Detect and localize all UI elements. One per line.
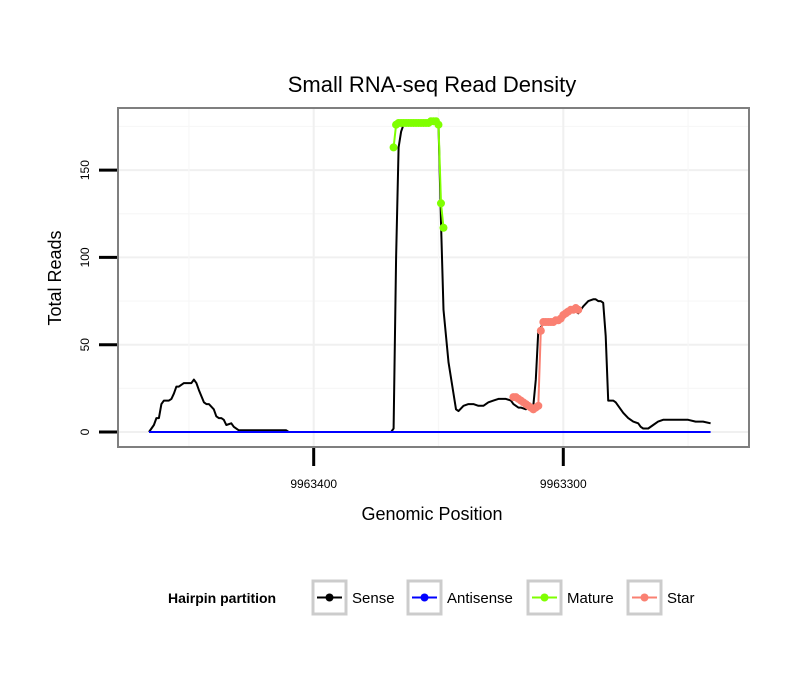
- y-axis: 0 50 100 150: [78, 160, 117, 435]
- x-axis-title: Genomic Position: [361, 504, 502, 524]
- series-star: [509, 304, 583, 414]
- legend-key-point: [540, 593, 549, 602]
- legend-item-antisense: Antisense: [406, 579, 513, 616]
- legend-key-point: [420, 593, 429, 602]
- legend-item-mature: Mature: [526, 579, 614, 616]
- data-point: [534, 401, 543, 410]
- chart-title: Small RNA-seq Read Density: [288, 72, 577, 97]
- legend-label: Sense: [352, 590, 395, 607]
- y-tick-label: 150: [78, 160, 92, 180]
- legend-label: Star: [667, 590, 695, 607]
- data-point: [439, 223, 448, 232]
- plot-panel: [117, 107, 750, 448]
- legend-title: Hairpin partition: [168, 590, 276, 606]
- data-point: [536, 326, 545, 335]
- series-line-sense: [148, 120, 711, 433]
- y-tick-label: 50: [78, 338, 92, 352]
- legend-item-sense: Sense: [311, 579, 395, 616]
- y-tick-label: 0: [78, 428, 92, 435]
- legend-label: Mature: [567, 590, 614, 607]
- legend: Hairpin partition Sense Antisense Mature St…: [168, 579, 695, 616]
- legend-key-point: [640, 593, 649, 602]
- legend-key-point: [325, 593, 334, 602]
- y-tick-label: 100: [78, 247, 92, 267]
- y-axis-title: Total Reads: [45, 230, 65, 325]
- series-mature: [389, 117, 448, 232]
- legend-label: Antisense: [447, 590, 513, 607]
- data-point: [389, 143, 398, 152]
- series-sense: [148, 120, 711, 433]
- x-axis: 9963400 9963300: [290, 448, 587, 491]
- data-point: [574, 305, 583, 314]
- legend-item-star: Star: [626, 579, 695, 616]
- x-tick-label: 9963300: [540, 477, 587, 491]
- x-tick-label: 9963400: [290, 477, 337, 491]
- data-point: [434, 120, 443, 129]
- data-point: [436, 199, 445, 208]
- series-layer: [148, 117, 711, 433]
